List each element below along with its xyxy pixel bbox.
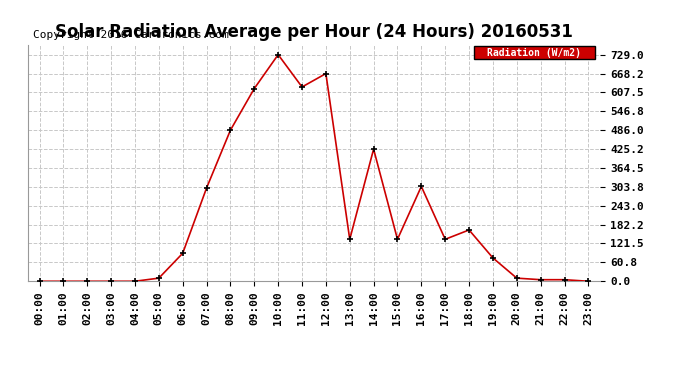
Text: Copyright 2016 Cartronics.com: Copyright 2016 Cartronics.com <box>33 30 229 40</box>
Text: Radiation (W/m2): Radiation (W/m2) <box>487 48 582 58</box>
FancyBboxPatch shape <box>474 46 595 59</box>
Title: Solar Radiation Average per Hour (24 Hours) 20160531: Solar Radiation Average per Hour (24 Hou… <box>55 22 573 40</box>
